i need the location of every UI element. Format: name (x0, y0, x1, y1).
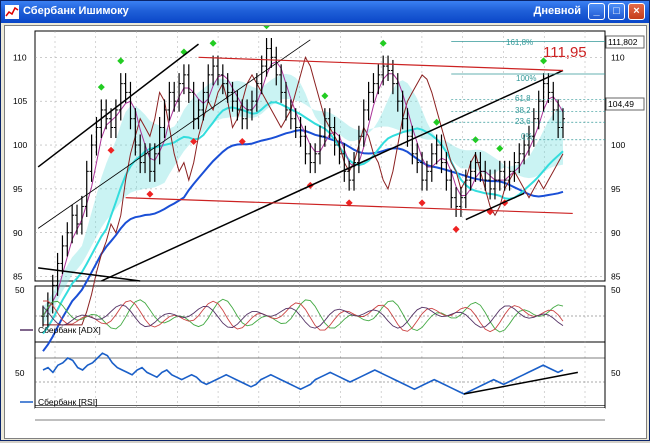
fib-236-label: 23,6 (515, 117, 531, 126)
uptrend-channel-top (37, 43, 199, 168)
rsi-tick-left: 50 (15, 368, 25, 378)
adx-tick-left: 50 (15, 285, 25, 295)
adx-main-line (42, 304, 564, 329)
last-high-value: 111,802 (608, 37, 638, 47)
chikou-line (43, 55, 564, 326)
target-price-label: 111,95 (543, 44, 587, 61)
uptrend-channel-bottom (101, 69, 564, 282)
fractal-down-marker (345, 199, 353, 207)
fractal-up-marker (263, 22, 271, 30)
window-title: Сбербанк Ишимоку (23, 5, 129, 17)
fractal-up-marker (433, 118, 441, 126)
fib-618-label: 61,8 (515, 94, 531, 103)
close-button[interactable]: × (628, 3, 645, 20)
fractal-up-marker (379, 39, 387, 47)
rsi-line (42, 352, 564, 395)
fractal-up-marker (209, 39, 217, 47)
price-y-tick-left: 100 (13, 140, 27, 150)
price-y-tick-left: 90 (13, 228, 23, 238)
price-y-tick-left: 95 (13, 184, 23, 194)
timeframe-label: Дневной (533, 5, 582, 17)
price-y-tick-right: 100 (611, 140, 625, 150)
last-price-box (605, 97, 645, 111)
price-y-tick-right: 95 (611, 184, 621, 194)
fib-100-label: 100% (516, 74, 536, 83)
adx-tick-right: 50 (611, 285, 621, 295)
fib-1618-label: 161,8% (506, 38, 533, 47)
fractal-down-marker (418, 199, 426, 207)
chart-canvas[interactable]: 8585909095951001001051051101102718829201… (5, 22, 646, 438)
downtrend-channel-top (198, 56, 564, 72)
chart-window-icon (5, 5, 19, 19)
fractal-down-marker (238, 138, 246, 146)
price-y-tick-right: 90 (611, 228, 621, 238)
fractal-up-marker (97, 83, 105, 91)
short-support-line (465, 192, 525, 221)
fractal-up-marker (321, 92, 329, 100)
price-y-tick-right: 85 (611, 272, 621, 282)
maximize-button[interactable]: □ (608, 3, 625, 20)
fractal-down-marker (190, 138, 198, 146)
fractal-up-marker (496, 145, 504, 153)
downtrend-channel-bottom (125, 197, 573, 215)
fractal-down-marker (107, 146, 115, 154)
chart-area[interactable]: 8585909095951001001051051101102718829201… (4, 22, 647, 439)
rsi-panel (34, 341, 606, 409)
fib-0-label: 0% (521, 132, 533, 141)
price-y-tick-left: 85 (13, 272, 23, 282)
fractal-up-marker (117, 57, 125, 65)
minimize-button[interactable]: _ (588, 3, 605, 20)
rsi-tick-right: 50 (611, 368, 621, 378)
rsi-legend-label: Сбербанк [RSI] (38, 397, 97, 407)
support-line-left (38, 267, 141, 282)
fractal-down-marker (146, 190, 154, 198)
adx-minus-di-line (43, 300, 564, 333)
title-bar[interactable]: Сбербанк Ишимоку Дневной _ □ × (1, 1, 649, 23)
rsi-trendline (463, 371, 578, 395)
fractal-up-marker (540, 57, 548, 65)
last-price-value: 104,49 (608, 99, 634, 109)
time-axis (35, 408, 605, 436)
adx-legend-label: Сбербанк [ADX] (38, 325, 101, 335)
price-y-tick-left: 110 (13, 52, 27, 62)
ma-blue-line (42, 129, 564, 352)
price-y-tick-left: 105 (13, 96, 27, 106)
last-high-box (605, 35, 645, 49)
price-y-tick-right: 110 (611, 52, 625, 62)
fractal-down-marker (452, 225, 460, 233)
ma-cyan-line (42, 101, 564, 335)
tenkan-line (42, 61, 564, 317)
uptrend-channel-mid (37, 39, 311, 229)
fib-382-label: 38,2 (515, 106, 531, 115)
